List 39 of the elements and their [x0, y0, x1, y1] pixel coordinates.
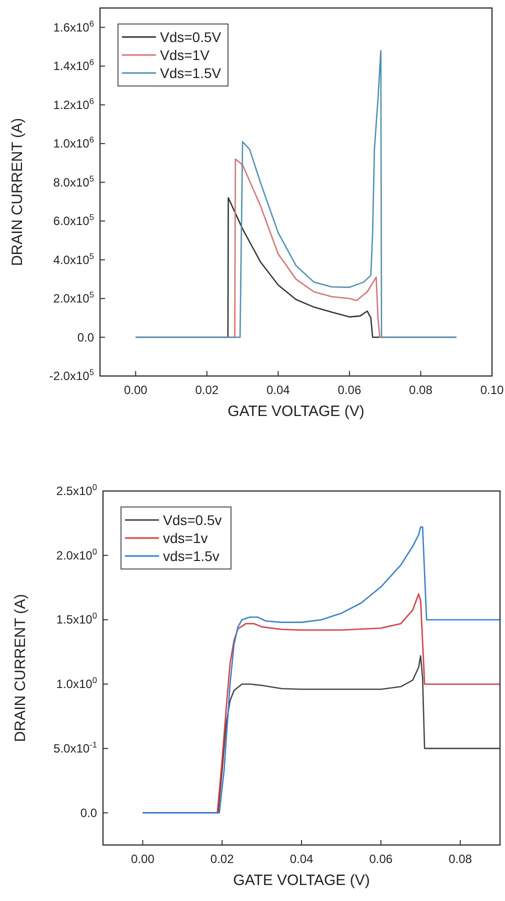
y-tick-label: 6.0x10$^{5}$: [53, 212, 94, 228]
y-tick-label: 0.0: [77, 330, 94, 344]
y-tick-label: 1.2x10$^{6}$: [53, 96, 94, 112]
y-tick-label: 2.0x10$^{5}$: [53, 290, 94, 306]
x-tick-label: 0.06: [338, 383, 362, 397]
x-tick-label: 0.04: [290, 852, 314, 866]
line-series: [142, 526, 501, 814]
x-tick-label: 0.08: [409, 383, 433, 397]
x-tick-label: 0.08: [448, 852, 472, 866]
x-tick-label: 0.00: [131, 852, 155, 866]
y-tick-label: 0.0: [80, 806, 98, 820]
x-tick-label: 0.06: [369, 852, 393, 866]
y-tick-label: 1.0x10$^{0}$: [56, 675, 98, 692]
y-tick-label: 2.0x10$^{0}$: [56, 546, 98, 562]
legend-label: vds=1.5v: [163, 548, 220, 564]
y-axis-title: DRAIN CURRENT (A): [9, 118, 26, 266]
x-tick-label: 0.10: [480, 383, 504, 397]
x-axis-title: GATE VOLTAGE (V): [228, 403, 364, 420]
x-axis-title: GATE VOLTAGE (V): [233, 872, 370, 889]
y-axis-title: DRAIN CURRENT (A): [12, 594, 29, 742]
legend-label: Vds=1.5V: [160, 65, 222, 81]
x-tick-label: 0.00: [124, 383, 148, 397]
x-tick-label: 0.04: [266, 383, 290, 397]
legend-label: Vds=1V: [160, 47, 210, 63]
line-series: [134, 50, 458, 338]
y-tick-label: -2.0x10$^{5}$: [49, 367, 94, 383]
y-tick-label: 4.0x10$^{5}$: [53, 250, 94, 267]
y-tick-label: 8.0x10$^{5}$: [53, 173, 94, 190]
legend-label: Vds=0.5v: [163, 512, 222, 528]
legend-label: Vds=0.5V: [160, 29, 222, 45]
y-tick-label: 1.0x10$^{6}$: [53, 134, 94, 151]
y-tick-label: 1.6x10$^{6}$: [53, 18, 94, 34]
y-tick-label: 1.5x10$^{0}$: [56, 610, 98, 627]
x-tick-label: 0.02: [195, 383, 219, 397]
x-tick-label: 0.02: [210, 852, 234, 866]
y-tick-label: 1.4x10$^{6}$: [53, 57, 94, 74]
legend-label: vds=1v: [163, 530, 208, 546]
y-tick-label: 5.0x10$^{-1}$: [54, 739, 98, 756]
y-tick-label: 2.5x10$^{0}$: [56, 482, 98, 498]
